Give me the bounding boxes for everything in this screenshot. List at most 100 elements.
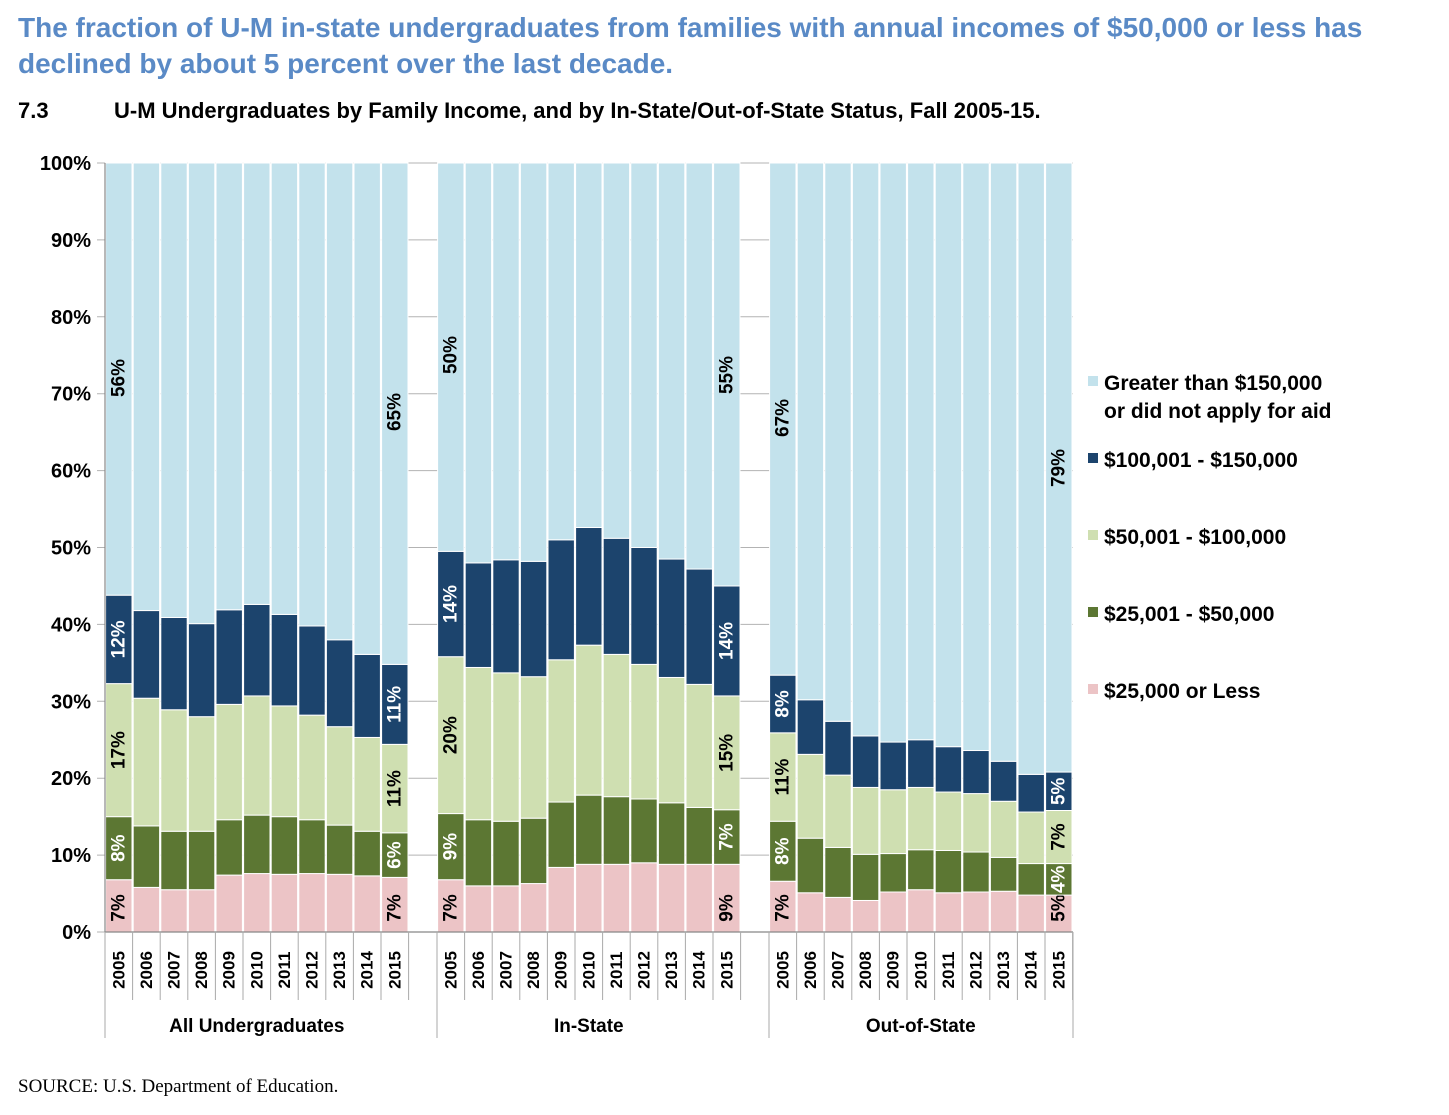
x-tick-label: 2014 bbox=[690, 951, 709, 989]
data-label: 4% bbox=[1048, 865, 1069, 893]
bar-segment bbox=[1045, 863, 1073, 896]
bar-segment bbox=[215, 162, 243, 611]
bar-segment bbox=[353, 162, 381, 655]
bar-segment bbox=[824, 162, 852, 722]
bar-segment bbox=[630, 862, 658, 933]
data-label: 17% bbox=[108, 731, 129, 769]
x-tick-label: 2015 bbox=[385, 951, 404, 989]
bar-segment bbox=[464, 885, 493, 933]
bar-segment bbox=[492, 672, 520, 822]
bar-segment bbox=[270, 705, 299, 818]
bar-segment bbox=[187, 716, 216, 832]
bar-segment bbox=[796, 892, 825, 933]
x-tick-label: 2015 bbox=[717, 951, 736, 989]
y-tick-label: 30% bbox=[51, 691, 91, 713]
chart-title-text: U-M Undergraduates by Family Income, and… bbox=[114, 98, 1041, 123]
bar-segment bbox=[270, 873, 299, 933]
x-tick-label: 2011 bbox=[939, 952, 958, 989]
y-tick-label: 40% bbox=[51, 614, 91, 636]
bar-segment bbox=[962, 162, 990, 752]
bar-segment bbox=[879, 891, 907, 933]
bar-segment bbox=[1017, 811, 1045, 865]
bar-segment bbox=[657, 676, 686, 804]
bar-segment bbox=[685, 683, 713, 808]
x-tick-label: 2005 bbox=[109, 951, 128, 989]
bar-segment bbox=[934, 791, 963, 851]
x-tick-label: 2010 bbox=[579, 951, 598, 989]
bar-segment bbox=[1017, 863, 1045, 896]
bar-segment bbox=[298, 625, 326, 716]
x-tick-label: 2013 bbox=[662, 951, 681, 989]
bar-segment bbox=[160, 709, 188, 832]
bar-segment bbox=[132, 697, 161, 827]
bar-segment bbox=[1045, 771, 1073, 811]
data-label: 8% bbox=[108, 834, 129, 862]
x-tick-label: 2009 bbox=[552, 951, 571, 989]
x-tick-label: 2012 bbox=[303, 951, 322, 989]
bar-segment bbox=[907, 739, 935, 788]
bar-segment bbox=[962, 891, 990, 933]
bar-segment bbox=[187, 623, 216, 718]
bar-segment bbox=[1017, 894, 1045, 933]
bar-segment bbox=[353, 653, 381, 738]
bar-segment bbox=[325, 162, 354, 641]
y-tick-label: 70% bbox=[51, 384, 91, 406]
x-tick-label: 2005 bbox=[773, 951, 792, 989]
bar-segment bbox=[325, 824, 354, 875]
bar-segment bbox=[962, 793, 990, 853]
bar-segment bbox=[519, 162, 548, 562]
data-label: 9% bbox=[440, 833, 461, 861]
bar-segment bbox=[989, 856, 1018, 892]
data-label: 7% bbox=[440, 894, 461, 922]
bar-segment bbox=[602, 653, 631, 798]
bar-segment bbox=[492, 820, 520, 887]
bar-segment bbox=[769, 820, 797, 882]
legend-swatch bbox=[1088, 376, 1098, 386]
bar-segment bbox=[298, 714, 326, 821]
data-label: 14% bbox=[440, 585, 461, 623]
legend-swatch bbox=[1088, 453, 1098, 463]
bar-segment bbox=[989, 890, 1018, 933]
bar-segment bbox=[575, 794, 603, 865]
x-tick-label: 2007 bbox=[165, 951, 184, 989]
y-tick-label: 100% bbox=[40, 153, 91, 175]
legend-label: $50,001 - $100,000 bbox=[1104, 526, 1286, 549]
bar-segment bbox=[685, 162, 713, 570]
bar-segment bbox=[243, 873, 271, 933]
bar-segment bbox=[519, 817, 548, 885]
data-label: 11% bbox=[772, 758, 793, 795]
bar-segment bbox=[796, 753, 825, 839]
data-label: 9% bbox=[716, 894, 737, 922]
x-tick-label: 2005 bbox=[441, 951, 460, 989]
bar-segment bbox=[713, 162, 741, 587]
bar-segment bbox=[657, 558, 686, 678]
bar-segment bbox=[879, 789, 907, 855]
bar-segment bbox=[934, 849, 963, 894]
data-label: 79% bbox=[1048, 449, 1069, 487]
x-tick-label: 2006 bbox=[469, 951, 488, 989]
legend-label: $25,001 - $50,000 bbox=[1104, 603, 1274, 626]
data-label: 5% bbox=[1048, 894, 1069, 922]
bar-segment bbox=[602, 796, 631, 865]
bar-segment bbox=[575, 863, 603, 933]
data-label: 65% bbox=[384, 393, 405, 431]
bar-segment bbox=[769, 674, 797, 734]
data-label: 20% bbox=[440, 716, 461, 754]
bar-segment bbox=[685, 806, 713, 865]
data-label: 14% bbox=[716, 622, 737, 660]
bar-segment bbox=[934, 892, 963, 933]
bar-segment bbox=[270, 816, 299, 875]
bar-segment bbox=[962, 851, 990, 893]
bar-segment bbox=[630, 663, 658, 800]
bar-segment bbox=[851, 899, 880, 933]
y-tick-label: 50% bbox=[51, 538, 91, 560]
bar-segment bbox=[243, 814, 271, 875]
bar-segment bbox=[215, 703, 243, 821]
bar-segment bbox=[325, 873, 354, 933]
data-label: 11% bbox=[384, 770, 405, 807]
bar-segment bbox=[657, 863, 686, 933]
bar-segment bbox=[353, 736, 381, 832]
legend-swatch bbox=[1088, 607, 1098, 617]
bar-segment bbox=[934, 746, 963, 793]
bar-segment bbox=[547, 801, 575, 868]
